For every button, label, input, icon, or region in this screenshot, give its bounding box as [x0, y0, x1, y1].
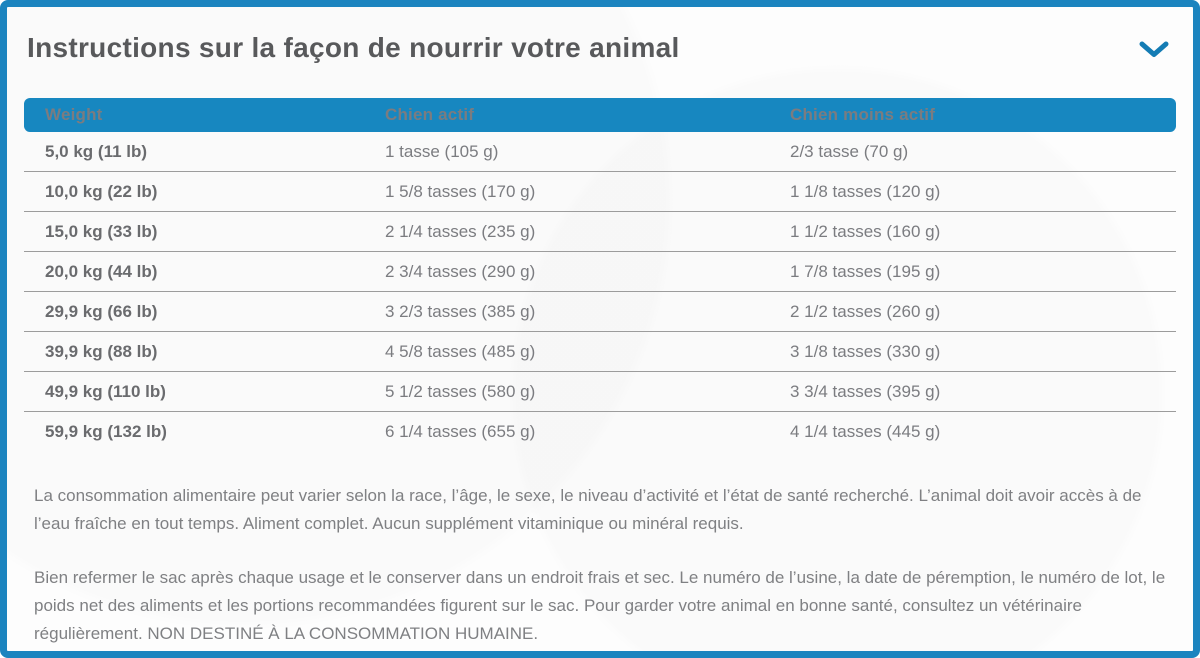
table-row: 49,9 kg (110 lb) 5 1/2 tasses (580 g) 3 3/… [24, 372, 1176, 412]
notes-section: La consommation alimentaire peut varier … [34, 482, 1167, 648]
less-active-dog-cell: 1 7/8 tasses (195 g) [790, 261, 941, 281]
accordion-header[interactable]: Instructions sur la façon de nourrir vot… [7, 7, 1193, 65]
less-active-dog-cell: 1 1/8 tasses (120 g) [790, 181, 941, 201]
weight-cell: 49,9 kg (110 lb) [45, 381, 166, 401]
active-dog-cell: 6 1/4 tasses (655 g) [385, 422, 536, 441]
column-header-less-active-dog: Chien moins actif [790, 105, 936, 124]
active-dog-cell: 5 1/2 tasses (580 g) [385, 381, 536, 401]
column-header-active-dog: Chien actif [385, 105, 475, 124]
active-dog-cell: 2 3/4 tasses (290 g) [385, 261, 536, 281]
less-active-dog-cell: 2/3 tasse (70 g) [790, 141, 909, 161]
collapse-toggle-button[interactable] [1137, 37, 1171, 62]
column-header-weight: Weight [45, 105, 103, 124]
table-row: 29,9 kg (66 lb) 3 2/3 tasses (385 g) 2 1/2… [24, 292, 1176, 332]
less-active-dog-cell: 3 1/8 tasses (330 g) [790, 341, 941, 361]
table-row: 5,0 kg (11 lb) 1 tasse (105 g) 2/3 tasse (… [24, 132, 1176, 172]
less-active-dog-cell: 2 1/2 tasses (260 g) [790, 301, 941, 321]
section-title: Instructions sur la façon de nourrir vot… [27, 32, 680, 63]
weight-cell: 59,9 kg (132 lb) [45, 422, 167, 441]
active-dog-cell: 2 1/4 tasses (235 g) [385, 221, 536, 241]
active-dog-cell: 4 5/8 tasses (485 g) [385, 341, 536, 361]
active-dog-cell: 1 5/8 tasses (170 g) [385, 181, 536, 201]
feeding-table-body: 5,0 kg (11 lb) 1 tasse (105 g) 2/3 tasse (… [24, 132, 1176, 452]
table-row: 39,9 kg (88 lb) 4 5/8 tasses (485 g) 3 1/8… [24, 332, 1176, 372]
table-row: 10,0 kg (22 lb) 1 5/8 tasses (170 g) 1 1/8… [24, 172, 1176, 212]
active-dog-cell: 1 tasse (105 g) [385, 141, 499, 161]
weight-cell: 5,0 kg (11 lb) [45, 141, 148, 161]
feeding-table: Weight Chien actif Chien moins actif 5,0… [24, 98, 1176, 452]
note-consumption: La consommation alimentaire peut varier … [34, 486, 1142, 533]
less-active-dog-cell: 1 1/2 tasses (160 g) [790, 221, 941, 241]
chevron-down-icon [1139, 41, 1169, 61]
less-active-dog-cell: 3 3/4 tasses (395 g) [790, 381, 941, 401]
weight-cell: 10,0 kg (22 lb) [45, 181, 158, 201]
table-row: 15,0 kg (33 lb) 2 1/4 tasses (235 g) 1 1/2… [24, 212, 1176, 252]
active-dog-cell: 3 2/3 tasses (385 g) [385, 301, 536, 321]
feeding-table-header: Weight Chien actif Chien moins actif [24, 98, 1176, 132]
table-row: 20,0 kg (44 lb) 2 3/4 tasses (290 g) 1 7/8… [24, 252, 1176, 292]
weight-cell: 20,0 kg (44 lb) [45, 261, 158, 281]
weight-cell: 29,9 kg (66 lb) [45, 301, 158, 321]
weight-cell: 15,0 kg (33 lb) [45, 221, 158, 241]
less-active-dog-cell: 4 1/4 tasses (445 g) [790, 422, 941, 441]
table-row: 59,9 kg (132 lb) 6 1/4 tasses (655 g) 4 1/… [24, 412, 1176, 452]
note-storage: Bien refermer le sac après chaque usage … [34, 568, 1166, 643]
weight-cell: 39,9 kg (88 lb) [45, 341, 158, 361]
